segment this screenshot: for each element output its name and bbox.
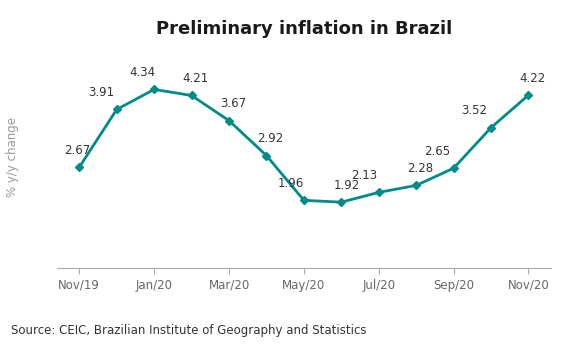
Text: 2.92: 2.92 [257, 132, 283, 145]
Text: % y/y change: % y/y change [6, 117, 19, 196]
Text: 2.13: 2.13 [350, 169, 377, 182]
Text: 2.65: 2.65 [424, 145, 450, 158]
Text: 2.67: 2.67 [64, 144, 90, 157]
Text: Source: CEIC, Brazilian Institute of Geography and Statistics: Source: CEIC, Brazilian Institute of Geo… [11, 324, 367, 337]
Text: 3.67: 3.67 [220, 97, 246, 110]
Text: 3.52: 3.52 [461, 104, 487, 117]
Text: 4.22: 4.22 [519, 72, 545, 85]
Title: Preliminary inflation in Brazil: Preliminary inflation in Brazil [156, 20, 452, 37]
Text: 3.91: 3.91 [89, 86, 115, 99]
Text: 4.34: 4.34 [130, 66, 156, 79]
Text: 1.92: 1.92 [334, 179, 360, 192]
Text: 4.21: 4.21 [182, 72, 208, 85]
Text: 2.28: 2.28 [407, 162, 433, 175]
Text: 1.96: 1.96 [278, 177, 304, 190]
